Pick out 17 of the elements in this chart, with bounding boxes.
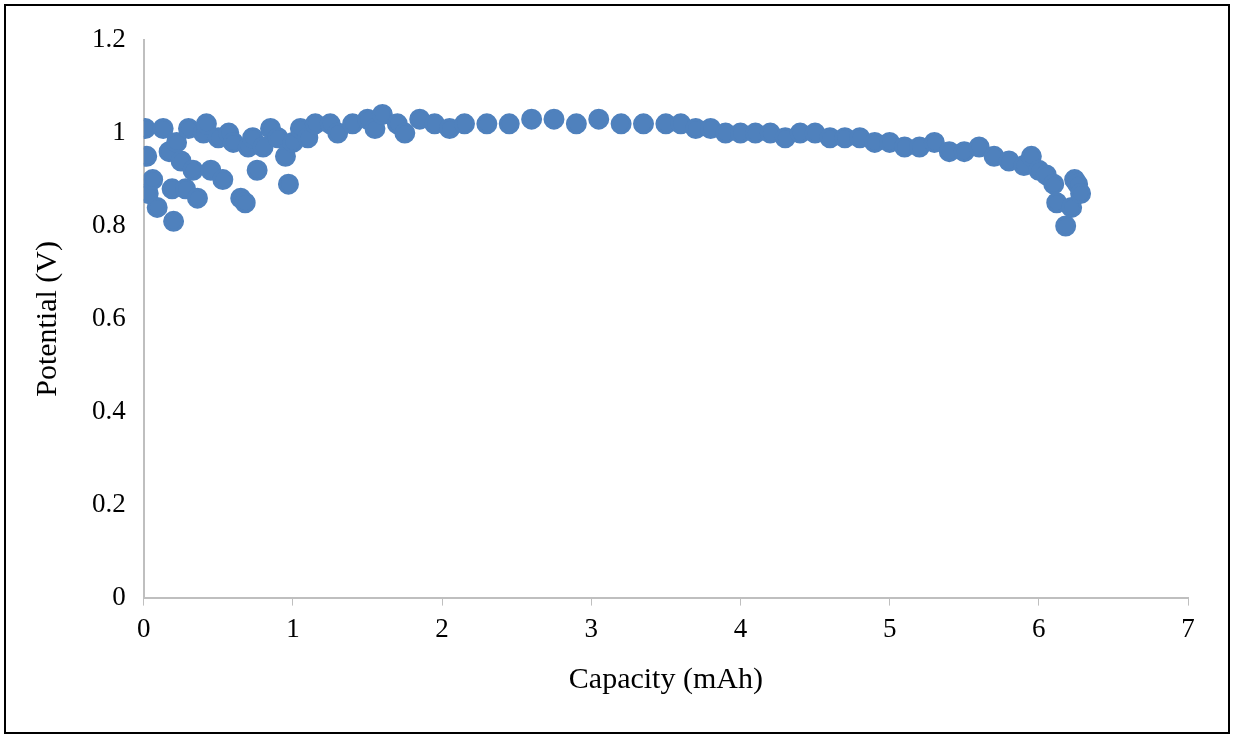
y-tick-label: 0.4: [92, 394, 127, 425]
y-tick-label: 0.2: [92, 487, 126, 518]
y-tick-label: 0.8: [92, 209, 126, 240]
x-tick-label: 6: [1032, 612, 1046, 643]
x-tick-label: 2: [435, 612, 449, 643]
x-tick-label: 0: [137, 612, 151, 643]
y-axis-title: Potential (V): [28, 240, 63, 397]
y-tick-label: 0: [112, 580, 126, 611]
x-tick-label: 4: [733, 612, 748, 643]
x-axis-title: Capacity (mAh): [568, 660, 763, 695]
x-tick-label: 5: [882, 612, 897, 643]
x-tick-label: 3: [584, 612, 599, 643]
x-tick-label: 7: [1181, 612, 1195, 643]
y-tick-label: 1.2: [92, 23, 126, 54]
y-tick-label: 0.6: [92, 301, 126, 332]
x-tick-label: 1: [286, 612, 300, 643]
y-tick-label: 1: [112, 116, 126, 147]
